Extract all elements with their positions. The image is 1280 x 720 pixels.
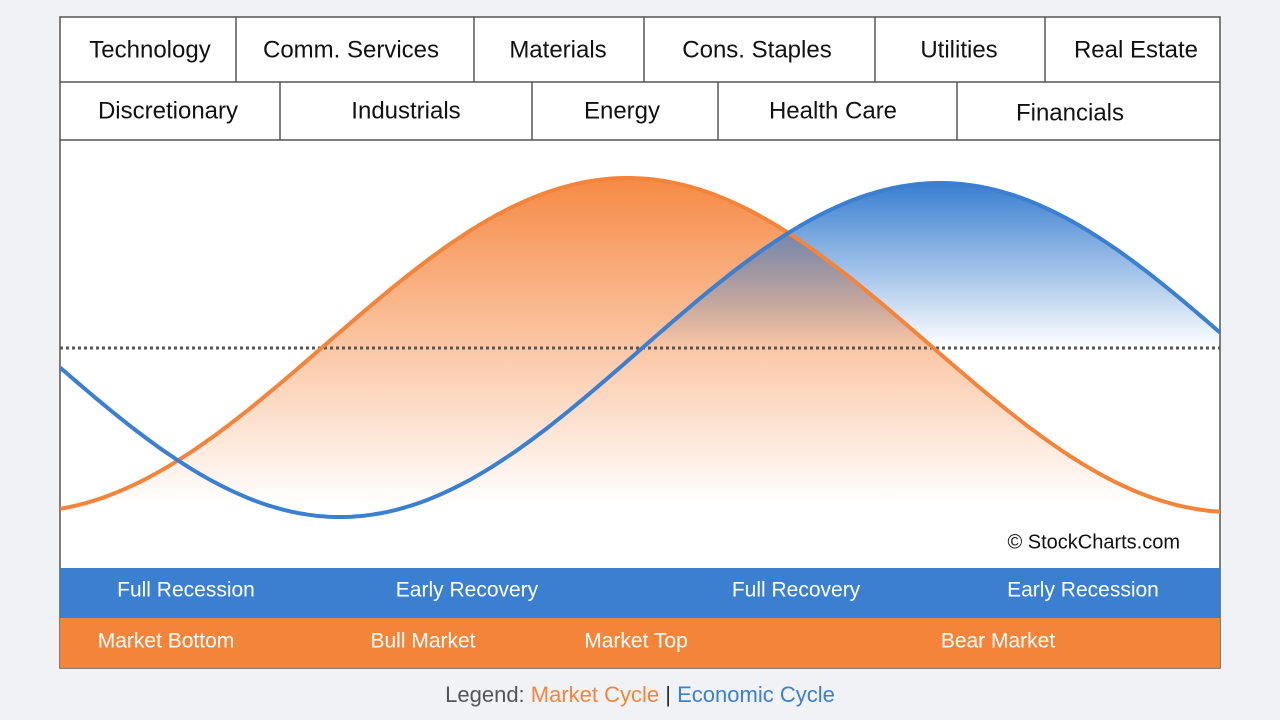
market-fill bbox=[60, 178, 1220, 568]
market-band bbox=[60, 618, 1220, 668]
market-phase: Bear Market bbox=[941, 630, 1056, 653]
legend-market: Market Cycle bbox=[531, 682, 659, 707]
legend-label: Legend: bbox=[445, 682, 525, 707]
sector-label: Real Estate bbox=[1074, 36, 1198, 63]
sector-label: Energy bbox=[584, 97, 660, 124]
cycle-curves bbox=[60, 176, 1220, 568]
legend: Legend: Market Cycle | Economic Cycle bbox=[445, 682, 835, 707]
sector-label: Utilities bbox=[920, 36, 997, 63]
economic-fill bbox=[60, 183, 1220, 348]
sector-label: Financials bbox=[1016, 99, 1124, 126]
sector-label: Comm. Services bbox=[263, 36, 439, 63]
cell-dividers bbox=[235, 17, 1046, 140]
sector-label: Cons. Staples bbox=[682, 36, 831, 63]
economic-phase: Early Recession bbox=[1007, 579, 1159, 602]
economic-band bbox=[60, 568, 1220, 618]
market-phase: Market Bottom bbox=[98, 630, 235, 653]
sector-label: Discretionary bbox=[98, 97, 238, 124]
economic-phase: Full Recovery bbox=[732, 579, 861, 602]
sector-label: Materials bbox=[509, 36, 606, 63]
economic-phase: Early Recovery bbox=[396, 579, 539, 602]
market-phase: Bull Market bbox=[370, 630, 475, 653]
legend-separator: | bbox=[665, 682, 671, 707]
sector-row: Technology Comm. Services Materials Cons… bbox=[60, 17, 1220, 141]
economic-curve bbox=[60, 181, 1220, 519]
watermark: © StockCharts.com bbox=[1007, 531, 1180, 553]
sector-label: Industrials bbox=[351, 97, 460, 124]
legend-economic: Economic Cycle bbox=[677, 682, 835, 707]
economic-phase: Full Recession bbox=[117, 579, 255, 602]
sector-label: Technology bbox=[89, 36, 210, 63]
market-curve bbox=[60, 176, 1220, 514]
market-phase: Market Top bbox=[584, 630, 688, 653]
sector-label: Health Care bbox=[769, 97, 897, 124]
